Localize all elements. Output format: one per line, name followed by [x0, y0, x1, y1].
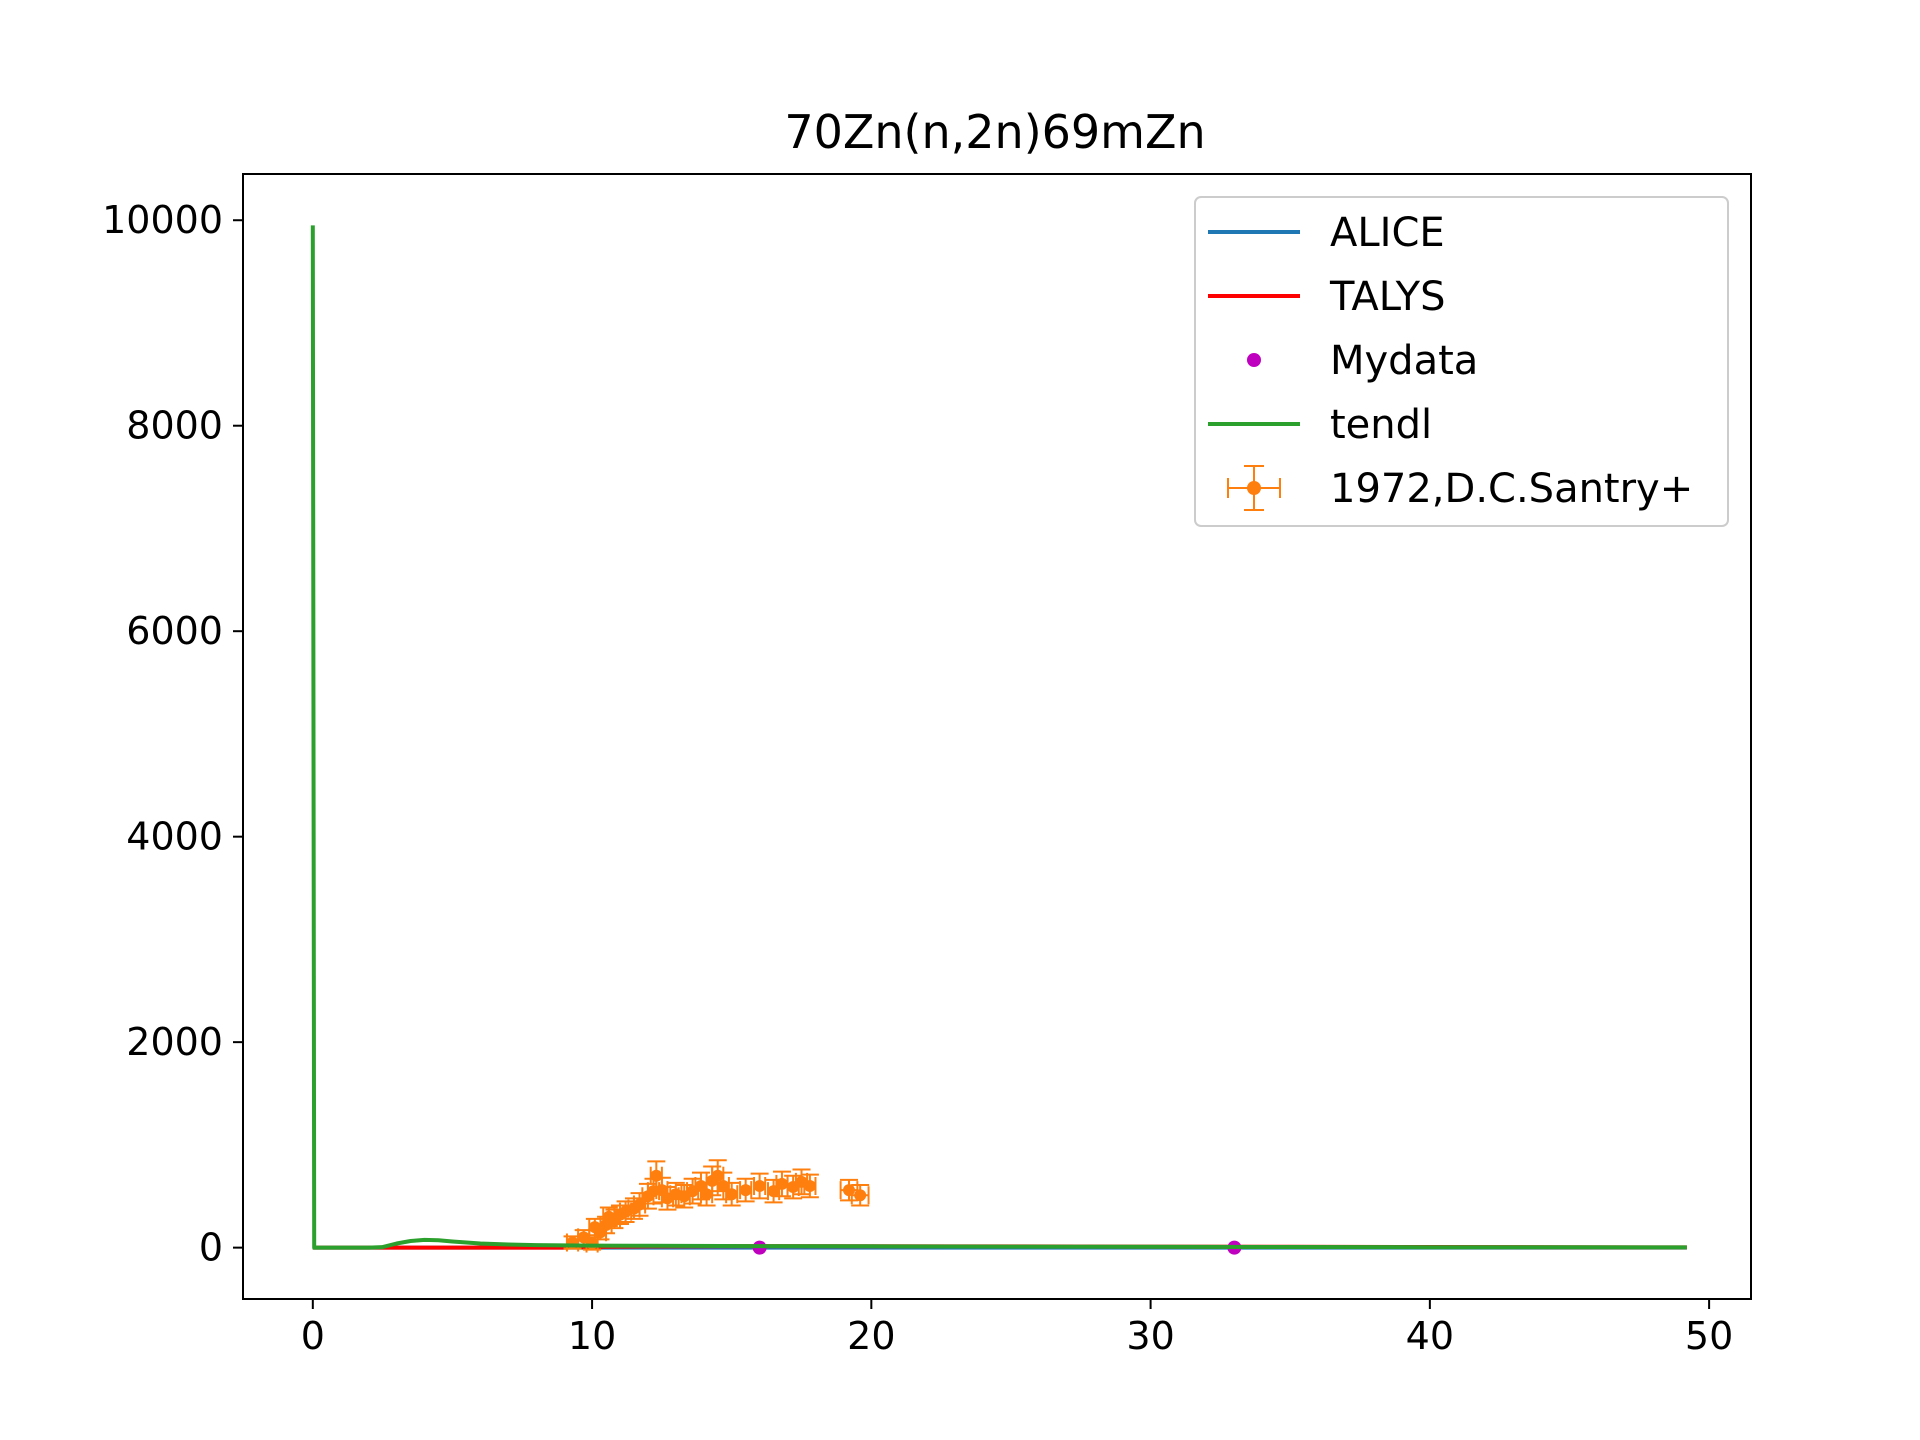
x-tick-label: 0 [301, 1314, 325, 1358]
errorbar-point [764, 1178, 783, 1204]
legend-label: tendl [1330, 402, 1432, 448]
x-tick-label: 10 [568, 1314, 616, 1358]
series-tendl [310, 225, 1687, 1250]
errorbar-point [772, 1170, 791, 1198]
legend-label: ALICE [1330, 210, 1445, 256]
axes-frame [242, 173, 1752, 1300]
x-tick-label: 40 [1406, 1314, 1454, 1358]
errorbar-marker [650, 1169, 663, 1182]
y-tick-label: 8000 [126, 404, 223, 448]
errorbar-point [850, 1183, 870, 1207]
errorbar-point [800, 1173, 819, 1199]
errorbar-marker [700, 1188, 713, 1201]
legend-box [1194, 196, 1729, 527]
series-layer [310, 225, 1687, 1255]
errorbar-marker [775, 1177, 788, 1190]
errorbar-marker [739, 1184, 752, 1197]
legend-marker-swatch [1247, 481, 1261, 495]
y-axis: 0 2000 4000 6000 8000 10000 [102, 198, 243, 1270]
x-tick-label: 20 [847, 1314, 895, 1358]
legend-entry-1972-d-c-santry: 1972,D.C.Santry+ [1227, 465, 1693, 512]
legend-label: TALYS [1329, 274, 1446, 320]
x-tick-label: 30 [1126, 1314, 1174, 1358]
legend-marker-swatch [1247, 353, 1261, 367]
y-tick-label: 6000 [126, 609, 223, 653]
y-tick-label: 0 [199, 1226, 223, 1270]
errorbar-point [736, 1177, 755, 1203]
legend-entry-talys: TALYS [1208, 274, 1446, 320]
y-tick-label: 10000 [102, 198, 223, 242]
legend-entry-alice: ALICE [1208, 210, 1445, 256]
y-tick-label: 2000 [126, 1020, 223, 1064]
x-tick-label: 50 [1685, 1314, 1733, 1358]
plot-area [242, 173, 1752, 1300]
errorbar-marker [854, 1189, 867, 1202]
legend-entry-tendl: tendl [1208, 402, 1432, 448]
errorbar-marker [725, 1188, 738, 1201]
errorbar-marker [753, 1179, 766, 1192]
errorbar-point [722, 1181, 741, 1207]
legend-entry-mydata: Mydata [1247, 338, 1478, 384]
legend-label: 1972,D.C.Santry+ [1330, 466, 1693, 512]
legend: ALICE TALYS Mydata tendl 1972,D.C.Santry+ [1194, 196, 1729, 527]
series-line-tendl [310, 225, 1687, 1250]
y-tick-label: 4000 [126, 815, 223, 859]
errorbar-point [750, 1172, 769, 1200]
legend-entries: ALICE TALYS Mydata tendl 1972,D.C.Santry+ [1208, 210, 1693, 512]
errorbar-marker [803, 1179, 816, 1192]
chart-title: 70Zn(n,2n)69mZn [784, 105, 1205, 159]
legend-label: Mydata [1330, 338, 1478, 384]
x-axis: 0 10 20 30 40 50 [301, 1299, 1733, 1358]
